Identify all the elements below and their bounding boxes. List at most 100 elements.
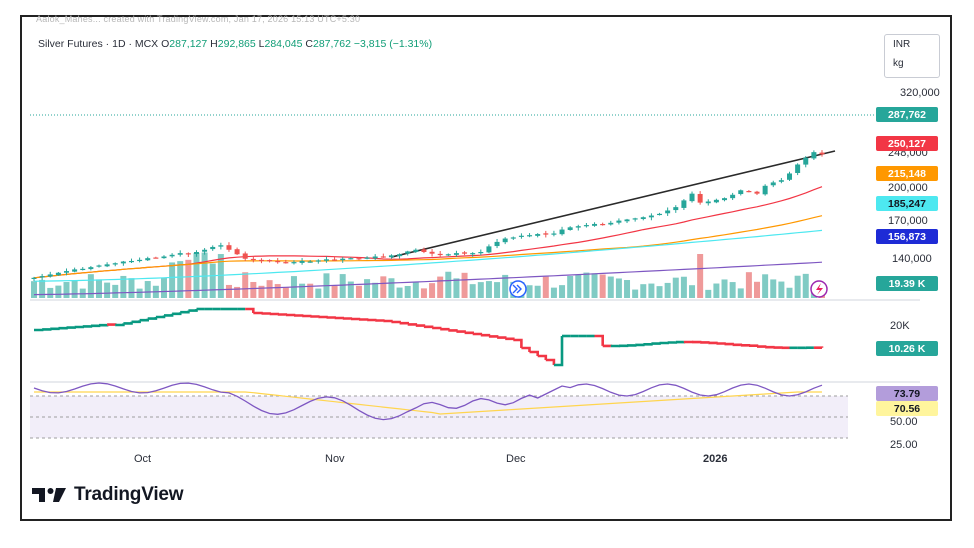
candle-body [185,253,191,255]
volume-bar [364,279,371,298]
candle-body [63,271,69,273]
volume-bar [258,285,265,298]
obv-segment [302,314,312,318]
badge-ma20: 250,127 [876,136,938,151]
obv-segment [326,316,336,319]
tradingview-logo-icon [32,488,66,502]
volume-bar [453,278,460,298]
obv-segment [724,342,734,346]
volume-bar [274,284,281,298]
volume-bar [339,274,346,298]
volume-bar [95,279,102,298]
obv-segment [123,321,133,325]
volume-bar [680,276,687,298]
volume-bar [372,282,379,298]
double-chevron-right-icon[interactable] [509,280,527,298]
obv-segment [448,329,458,332]
volume-bar [380,276,387,298]
candle-body [502,238,508,243]
candle-body [47,274,53,277]
volume-bar [485,281,492,298]
chart-svg[interactable]: 320,000 248,000 200,000 170,000 140,000 … [30,30,945,470]
volume-bar [185,259,192,298]
volume-bar [144,281,151,298]
badge-rsi-ma: 70.56 [876,401,938,416]
obv-segment [553,336,564,367]
volume-bar [160,277,167,298]
obv-segment [513,338,523,348]
obv-segment [757,345,767,348]
obv-segment [732,343,743,347]
open-value: 287,127 [169,38,208,50]
candle-body [722,198,728,201]
candle-body [624,219,630,222]
candle-body [55,272,61,276]
high-label: H [210,38,218,50]
obv-segment [651,342,661,345]
volume-bar [542,276,549,298]
volume-bar [607,276,614,298]
snapshot-caption: Aalok_Mahes... created with TradingView.… [36,14,361,24]
close-value: 287,762 [312,38,351,50]
candle-body [356,258,362,260]
candle-body [291,262,297,264]
candle-body [787,173,793,180]
tradingview-logo[interactable]: TradingView [32,484,184,506]
obv-segment [383,319,393,323]
brand-name: TradingView [74,484,184,505]
volume-bar [705,289,712,298]
volume-bar [250,281,257,298]
candle-body [673,207,679,211]
volume-bar [404,285,411,298]
svg-text:215,148: 215,148 [888,168,926,180]
obv-segment [131,320,141,324]
rsi-ma-line [34,391,822,415]
candle-body [648,215,654,218]
candle-body [600,223,606,226]
obv-segment [172,312,182,316]
volume-bar [282,287,289,298]
chart-legend: Silver Futures · 1D · MCX O287,127 H292,… [38,38,432,50]
volume-bar [632,289,639,298]
obv-segment [594,334,604,346]
price-tick-140000: 140,000 [892,253,932,265]
low-label: L [258,38,265,50]
high-value: 292,865 [217,38,256,50]
volume-bar [583,272,590,298]
badge-obv: 10.26 K [876,341,938,356]
svg-text:287,762: 287,762 [888,109,926,121]
volume-bar [770,279,777,298]
candle-body [478,252,484,254]
obv-segment [58,326,68,330]
lightning-bolt-icon[interactable] [810,280,828,298]
volume-bar [461,272,468,298]
candle-body [364,257,370,259]
obv-segment [423,325,434,329]
candle-body [380,256,386,258]
volume-bar [624,280,631,298]
candle-body [193,252,199,254]
open-label: O [161,38,170,50]
obv-segment [716,342,726,345]
candle-body [510,237,516,239]
candle-body [738,190,744,195]
candle-body [746,190,752,193]
obv-segment [358,318,369,321]
obv-segment [643,343,653,346]
volume-bar [697,254,704,298]
candle-body [486,246,492,253]
candle-body [632,218,638,220]
candle-body [405,251,411,254]
obv-segment [521,346,531,352]
volume-bar [104,282,111,298]
unit-selector[interactable]: INR kg [884,34,940,78]
volume-bar [786,287,793,298]
change-value: −3,815 (−1.31%) [353,38,433,50]
candle-body [112,263,118,265]
volume-bar [193,253,200,298]
ma100-line [33,229,823,282]
candle-body [795,164,801,173]
obv-segment [627,344,637,347]
volume-bar [396,287,403,298]
obv-segment [269,312,279,316]
